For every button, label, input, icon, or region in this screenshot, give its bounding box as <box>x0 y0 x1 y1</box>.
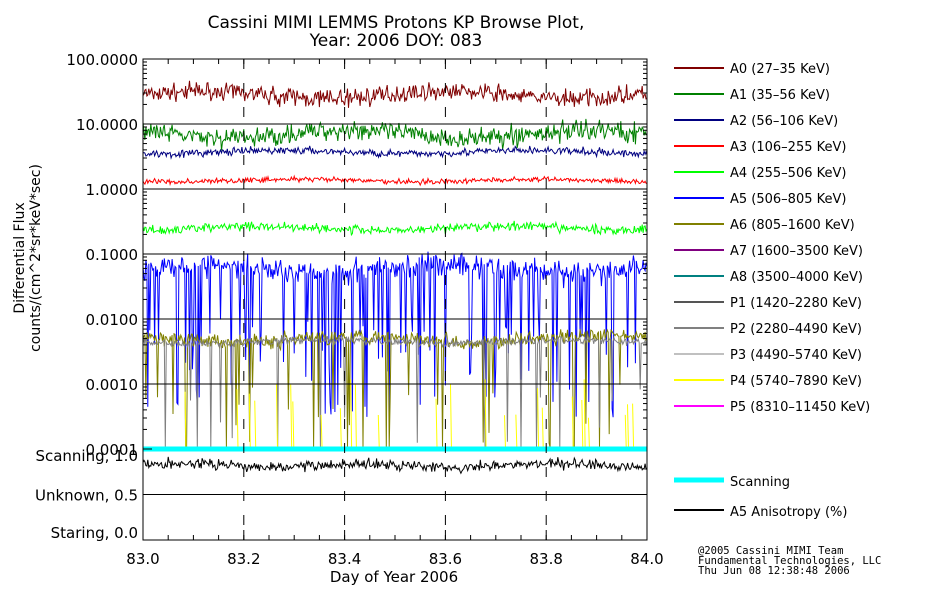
series-12 <box>184 379 635 450</box>
series-mark <box>571 396 574 450</box>
legend-entry: A5 (506–805 KeV) <box>730 192 846 207</box>
series-line-1 <box>142 118 648 151</box>
lower-y-tick-label: Scanning, 1.0 <box>35 447 138 465</box>
legend-entry: A6 (805–1600 KeV) <box>730 218 855 233</box>
plot-area <box>142 80 648 475</box>
legend-entry: A7 (1600–3500 KeV) <box>730 244 863 259</box>
series-line-0 <box>142 80 648 108</box>
legend-entry: A2 (56–106 KeV) <box>730 114 838 129</box>
series-line-3 <box>142 174 648 187</box>
x-tick-label: 84.0 <box>630 550 663 568</box>
y-tick-label: 0.1000 <box>86 246 139 264</box>
y-tick-label: 100.0000 <box>66 51 138 69</box>
legend-entry: A1 (35–56 KeV) <box>730 88 830 103</box>
series-mark <box>449 383 452 450</box>
axes: 100.0000 10.0000 1.0000 0.1000 0.0100 0.0010 0… <box>35 51 664 568</box>
series-mark <box>350 379 353 450</box>
credit-line-2: Fundamental Technologies, LLC <box>698 555 882 567</box>
legend-entry: P2 (2280–4490 KeV) <box>730 322 862 337</box>
series-mark <box>354 384 357 450</box>
legend-entry: P1 (1420–2280 KeV) <box>730 296 862 311</box>
legend-entry-lower: Scanning <box>730 475 790 490</box>
series-mark <box>435 398 438 450</box>
y-tick-label: 1.0000 <box>86 181 139 199</box>
legend-entry: P5 (8310–11450 KeV) <box>730 400 870 415</box>
legend: A0 (27–35 KeV) A1 (35–56 KeV) A2 (56–106 K… <box>674 62 870 520</box>
credit-line-3: Thu Jun 08 12:38:48 2006 <box>698 565 850 577</box>
series-mark <box>320 414 323 450</box>
chart-title: Cassini MIMI LEMMS Protons KP Browse Plo… <box>208 13 585 33</box>
series-mark <box>624 414 627 450</box>
series-mark <box>292 401 295 450</box>
legend-entry: A0 (27–35 KeV) <box>730 62 830 77</box>
series-mark <box>583 379 586 450</box>
series-mark <box>377 415 380 450</box>
y-tick-label: 0.0100 <box>86 311 139 329</box>
legend-entry: A3 (106–255 KeV) <box>730 140 846 155</box>
series-mark <box>515 414 518 450</box>
series-line-4 <box>142 220 648 237</box>
series-mark <box>632 403 635 450</box>
series-line-5 <box>142 251 648 418</box>
series-mark <box>290 384 293 450</box>
y-tick-label: 0.0001 <box>86 441 139 459</box>
x-tick-label: 83.6 <box>429 550 462 568</box>
y-tick-label: 10.0000 <box>76 116 138 134</box>
series-mark <box>275 384 278 450</box>
x-axis-label: Day of Year 2006 <box>330 568 458 586</box>
series-line-2 <box>142 145 648 160</box>
x-tick-label: 83.2 <box>227 550 260 568</box>
legend-entry: A4 (255–506 KeV) <box>730 166 846 181</box>
x-tick-label: 83.8 <box>529 550 562 568</box>
legend-entry-lower: A5 Anisotropy (%) <box>730 505 847 520</box>
series-line-10 <box>142 334 648 448</box>
series-mark <box>339 408 342 450</box>
x-tick-label: 83.4 <box>328 550 361 568</box>
series-mark <box>248 393 251 450</box>
series-mark <box>537 388 540 450</box>
series-mark <box>587 417 590 450</box>
series-mark <box>254 400 257 450</box>
series-mark <box>626 404 629 450</box>
chart-subtitle: Year: 2006 DOY: 083 <box>309 31 483 51</box>
series-mark <box>184 391 187 450</box>
lower-y-tick-label: Unknown, 0.5 <box>35 487 138 505</box>
series-line-6 <box>142 328 648 449</box>
series-mark <box>484 379 487 450</box>
lower-y-tick-label: Staring, 0.0 <box>51 524 138 542</box>
y-tick-label: 0.0010 <box>86 376 139 394</box>
credit-line-1: @2005 Cassini MIMI Team <box>698 545 844 557</box>
y-axis-label-line1: Differential Flux <box>12 202 28 313</box>
series-mark <box>503 415 506 450</box>
y-axis-label-line2: counts/(cm^2*sr*keV*sec) <box>28 164 44 352</box>
legend-entry: P4 (5740–7890 KeV) <box>730 374 862 389</box>
x-tick-label: 83.0 <box>126 550 159 568</box>
plot-frame <box>142 58 648 541</box>
series-mark <box>541 407 544 450</box>
legend-entry: P3 (4490–5740 KeV) <box>730 348 862 363</box>
legend-entry: A8 (3500–4000 KeV) <box>730 270 863 285</box>
series-mark <box>236 389 239 450</box>
series-mark <box>581 400 584 450</box>
anisotropy-line <box>142 456 648 475</box>
